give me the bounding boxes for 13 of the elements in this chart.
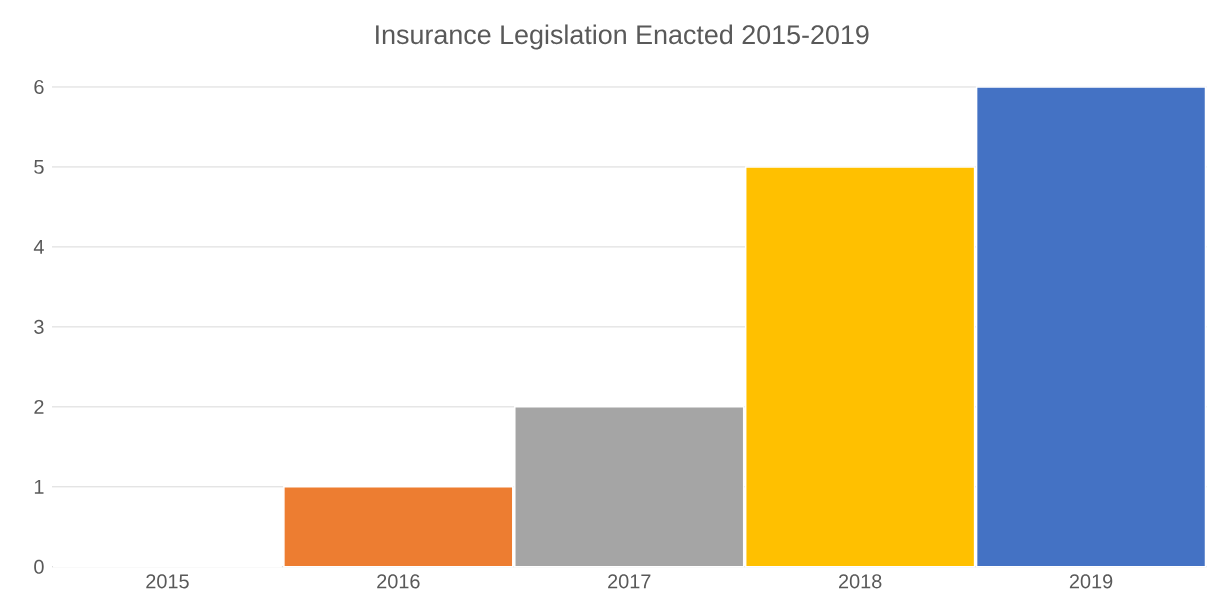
x-tick-label: 2018 [838,574,882,589]
y-tick-label: 3 [34,319,44,335]
x-tick-label: 2019 [1069,574,1113,589]
y-tick-label: 5 [34,160,44,174]
y-tick-label: 4 [33,240,44,254]
x-tick-label: 2017 [608,574,651,589]
x-tick-label: 2015 [146,574,189,589]
x-tick-label: 2016 [377,574,420,589]
y-tick-label: 1 [34,480,44,494]
y-tick-label: 2 [34,400,44,414]
y-tick-label: 6 [34,80,44,95]
chart-title: Insurance Legislation Enacted 2015-2019 [376,24,869,50]
y-tick-label: 0 [34,559,44,574]
